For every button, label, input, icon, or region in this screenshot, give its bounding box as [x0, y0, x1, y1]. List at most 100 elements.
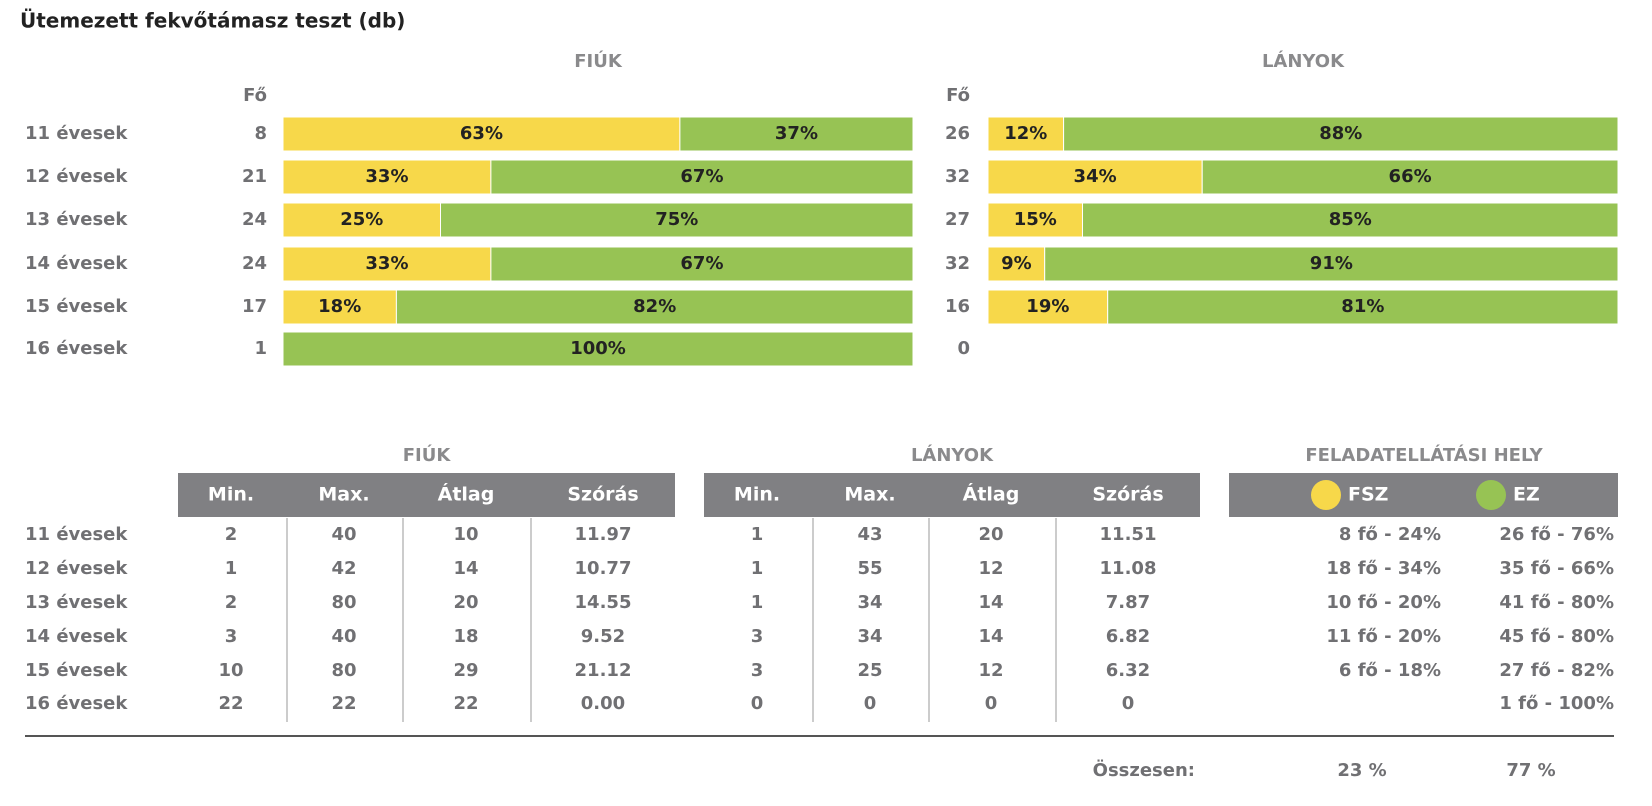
bar-label: 18% — [318, 296, 361, 317]
bar-segment — [987, 246, 1046, 282]
cell: 9.52 — [581, 626, 625, 647]
cell: 12 — [978, 660, 1003, 681]
column-header: Szórás — [1092, 484, 1163, 506]
bar-segment — [987, 202, 1083, 238]
cell: 43 — [857, 524, 882, 545]
cell: 27 fő - 82% — [1499, 660, 1614, 681]
header-band — [178, 473, 675, 517]
cell: 45 fő - 80% — [1499, 626, 1614, 647]
column-header: Min. — [208, 484, 254, 506]
page-title: Ütemezett fekvőtámasz teszt (db) — [20, 9, 405, 33]
cell: 8 fő - 24% — [1339, 524, 1441, 545]
cell: 12 — [978, 558, 1003, 579]
cell: 22 — [453, 693, 478, 714]
bar-segment — [282, 202, 441, 238]
column-header: Átlag — [438, 483, 495, 506]
bar-segment — [395, 289, 914, 325]
bar-label: 12% — [1004, 123, 1047, 144]
cell: 1 — [751, 524, 764, 545]
bar-label: 67% — [680, 253, 723, 274]
bar-segment — [490, 159, 914, 195]
cell: 14 — [978, 592, 1003, 613]
bar-segment — [440, 202, 914, 238]
bar-label: 19% — [1026, 296, 1069, 317]
total-value: 77 % — [1506, 760, 1555, 781]
cell: 34 — [857, 626, 882, 647]
cell: 10.77 — [575, 558, 632, 579]
column-header: Szórás — [567, 484, 638, 506]
bar-label: 85% — [1329, 209, 1372, 230]
cell: 6 fő - 18% — [1339, 660, 1441, 681]
count: 16 — [945, 296, 970, 317]
cell: 35 fő - 66% — [1499, 558, 1614, 579]
bar-label: 66% — [1389, 166, 1432, 187]
bar-segment — [1107, 289, 1619, 325]
legend-swatch — [1311, 480, 1341, 510]
bar-label: 88% — [1319, 123, 1362, 144]
count-header: Fő — [243, 85, 267, 106]
count: 26 — [945, 123, 970, 144]
count: 1 — [254, 338, 267, 359]
column-header: Min. — [734, 484, 780, 506]
header-band — [704, 473, 1200, 517]
cell: 26 fő - 76% — [1499, 524, 1614, 545]
cell: 34 — [857, 592, 882, 613]
cell: 1 — [225, 558, 238, 579]
cell: 25 — [857, 660, 882, 681]
count: 32 — [945, 166, 970, 187]
cell: 0 — [1122, 693, 1135, 714]
count: 27 — [945, 209, 970, 230]
bar-segment — [1201, 159, 1619, 195]
cell: 55 — [857, 558, 882, 579]
cell: 14 — [978, 626, 1003, 647]
bar-label: 75% — [655, 209, 698, 230]
cell: 41 fő - 80% — [1499, 592, 1614, 613]
row-label: 11 évesek — [25, 524, 128, 545]
cell: 3 — [225, 626, 238, 647]
header-band — [1229, 473, 1618, 517]
cell: 80 — [331, 660, 356, 681]
count: 0 — [957, 338, 970, 359]
cell: 20 — [453, 592, 478, 613]
cell: 11.51 — [1100, 524, 1157, 545]
cell: 2 — [225, 524, 238, 545]
cell: 80 — [331, 592, 356, 613]
bar-segment — [282, 331, 914, 367]
cell: 20 — [978, 524, 1003, 545]
row-label: 12 évesek — [25, 558, 128, 579]
cell: 10 fő - 20% — [1326, 592, 1441, 613]
cell: 3 — [751, 626, 764, 647]
cell: 11.97 — [575, 524, 632, 545]
bar-segment — [282, 159, 492, 195]
cell: 1 — [751, 558, 764, 579]
count: 21 — [242, 166, 267, 187]
column-header: Átlag — [963, 483, 1020, 506]
row-label: 12 évesek — [25, 166, 128, 187]
row-label: 16 évesek — [25, 693, 128, 714]
table-heading: LÁNYOK — [911, 444, 994, 466]
cell: 42 — [331, 558, 356, 579]
count-header: Fő — [946, 85, 970, 106]
bar-segment — [987, 289, 1109, 325]
bar-segment — [987, 159, 1203, 195]
legend-swatch — [1476, 480, 1506, 510]
count: 17 — [242, 296, 267, 317]
count: 24 — [242, 209, 267, 230]
cell: 11.08 — [1100, 558, 1157, 579]
count: 32 — [945, 253, 970, 274]
bar-label: 91% — [1310, 253, 1353, 274]
row-label: 15 évesek — [25, 660, 128, 681]
total-label: Összesen: — [1093, 759, 1195, 781]
bar-label: 33% — [365, 166, 408, 187]
bar-label: 33% — [365, 253, 408, 274]
bar-segment — [679, 116, 914, 152]
bar-label: 25% — [340, 209, 383, 230]
bar-label: 37% — [775, 123, 818, 144]
bar-label: 81% — [1341, 296, 1384, 317]
row-label: 14 évesek — [25, 626, 128, 647]
bar-segment — [282, 289, 397, 325]
row-label: 14 évesek — [25, 253, 128, 274]
cell: 10 — [453, 524, 478, 545]
cell: 22 — [218, 693, 243, 714]
bar-label: 63% — [460, 123, 503, 144]
